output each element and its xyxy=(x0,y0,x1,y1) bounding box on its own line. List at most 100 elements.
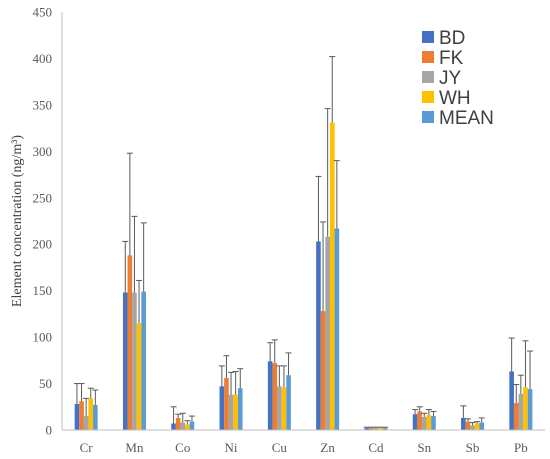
legend-label: BD xyxy=(439,28,465,49)
category-group-cr xyxy=(73,383,99,430)
bar-mean-ni xyxy=(237,388,243,430)
bar-wh-cu xyxy=(281,387,287,430)
legend-item-mean: MEAN xyxy=(422,108,494,129)
y-tick-label: 400 xyxy=(33,51,53,66)
x-tick-label: Pb xyxy=(514,440,528,455)
bar-mean-mn xyxy=(141,291,146,430)
bar-wh-ni xyxy=(233,394,238,430)
bar-wh-cd xyxy=(378,428,383,430)
bar-jy-sn xyxy=(421,416,427,430)
y-tick-label: 150 xyxy=(33,283,53,298)
y-tick-label: 300 xyxy=(33,144,53,159)
bar-jy-ni xyxy=(228,394,234,430)
legend-label: MEAN xyxy=(439,108,494,129)
bar-wh-co xyxy=(185,424,190,430)
y-tick-label: 450 xyxy=(33,5,53,20)
bar-bd-mn xyxy=(122,292,128,430)
bar-wh-pb xyxy=(523,387,528,430)
y-tick-label: 200 xyxy=(33,237,53,252)
legend-swatch xyxy=(422,51,434,63)
legend-swatch xyxy=(422,71,434,83)
y-tick-label: 50 xyxy=(39,376,52,391)
x-tick-label: Cr xyxy=(80,440,94,455)
legend-swatch xyxy=(422,91,434,103)
legend-label: JY xyxy=(439,68,462,89)
bar-fk-cd xyxy=(369,428,374,430)
y-axis-title: Element concentration (ng/m³) xyxy=(10,135,25,307)
bar-mean-zn xyxy=(334,228,340,430)
category-group-sn xyxy=(412,406,437,430)
bar-jy-cd xyxy=(373,428,379,430)
category-group-cd xyxy=(363,426,389,430)
bar-bd-cr xyxy=(74,403,80,430)
x-tick-label: Cu xyxy=(272,440,288,455)
x-tick-label: Zn xyxy=(320,440,335,455)
bar-jy-cr xyxy=(83,416,89,430)
bar-fk-sb xyxy=(465,421,471,430)
category-group-mn xyxy=(122,152,147,430)
bar-wh-mn xyxy=(136,323,142,430)
bar-fk-cu xyxy=(272,363,278,430)
bar-wh-cr xyxy=(88,398,94,430)
bar-bd-sb xyxy=(461,417,466,430)
x-tick-label: Co xyxy=(175,440,190,455)
bar-mean-cu xyxy=(286,375,291,430)
legend-swatch xyxy=(422,31,434,43)
x-tick-label: Sn xyxy=(417,440,431,455)
bar-jy-cu xyxy=(277,386,282,430)
bar-bd-cu xyxy=(267,361,273,430)
bar-jy-pb xyxy=(518,393,524,430)
legend-label: FK xyxy=(439,48,464,69)
bar-jy-sb xyxy=(470,425,475,430)
x-tick-label: Cd xyxy=(368,440,384,455)
y-tick-label: 0 xyxy=(46,423,53,438)
bar-bd-co xyxy=(171,423,176,430)
category-group-zn xyxy=(315,56,340,430)
category-group-co xyxy=(170,406,195,430)
category-group-pb xyxy=(508,337,534,430)
x-tick-label: Mn xyxy=(125,440,144,455)
bar-fk-zn xyxy=(320,311,326,430)
category-group-sb xyxy=(460,405,485,430)
bar-bd-zn xyxy=(316,241,321,430)
bar-fk-co xyxy=(175,417,181,430)
legend-item-jy: JY xyxy=(422,68,462,89)
bar-mean-cd xyxy=(382,428,388,430)
bar-wh-sb xyxy=(474,423,480,430)
bar-fk-mn xyxy=(127,255,133,430)
legend-item-fk: FK xyxy=(422,48,464,69)
plot-area xyxy=(73,56,534,430)
bar-jy-zn xyxy=(325,236,330,430)
bar-wh-zn xyxy=(329,122,335,430)
y-axis-ticks: 0 50 100 150 200 250 300 350 400 450 xyxy=(33,5,53,438)
legend-swatch xyxy=(422,111,434,123)
y-tick-label: 250 xyxy=(33,190,53,205)
legend-label: WH xyxy=(439,88,471,109)
bar-mean-pb xyxy=(527,389,533,430)
bar-bd-pb xyxy=(509,371,514,430)
bar-bd-ni xyxy=(219,386,225,430)
y-tick-label: 100 xyxy=(33,330,53,345)
bar-jy-mn xyxy=(132,292,137,430)
bar-fk-ni xyxy=(224,377,229,430)
bar-mean-sb xyxy=(479,422,485,430)
bar-fk-pb xyxy=(513,403,519,430)
bar-fk-cr xyxy=(79,401,84,430)
bar-mean-co xyxy=(189,421,195,430)
legend-item-bd: BD xyxy=(422,28,465,49)
bar-mean-cr xyxy=(93,404,98,430)
bar-fk-sn xyxy=(417,411,422,430)
bar-bd-sn xyxy=(412,414,418,430)
y-tick-label: 350 xyxy=(33,97,53,112)
bar-jy-co xyxy=(180,422,186,430)
category-group-ni xyxy=(218,355,244,430)
bar-wh-sn xyxy=(426,415,432,430)
x-tick-label: Ni xyxy=(225,440,238,455)
category-group-cu xyxy=(267,339,292,430)
bar-bd-cd xyxy=(364,428,370,430)
legend-item-wh: WH xyxy=(422,88,471,109)
x-tick-label: Sb xyxy=(466,440,480,455)
x-axis-ticks: Cr Mn Co Ni Cu Zn Cd Sn Sb Pb xyxy=(80,440,528,455)
